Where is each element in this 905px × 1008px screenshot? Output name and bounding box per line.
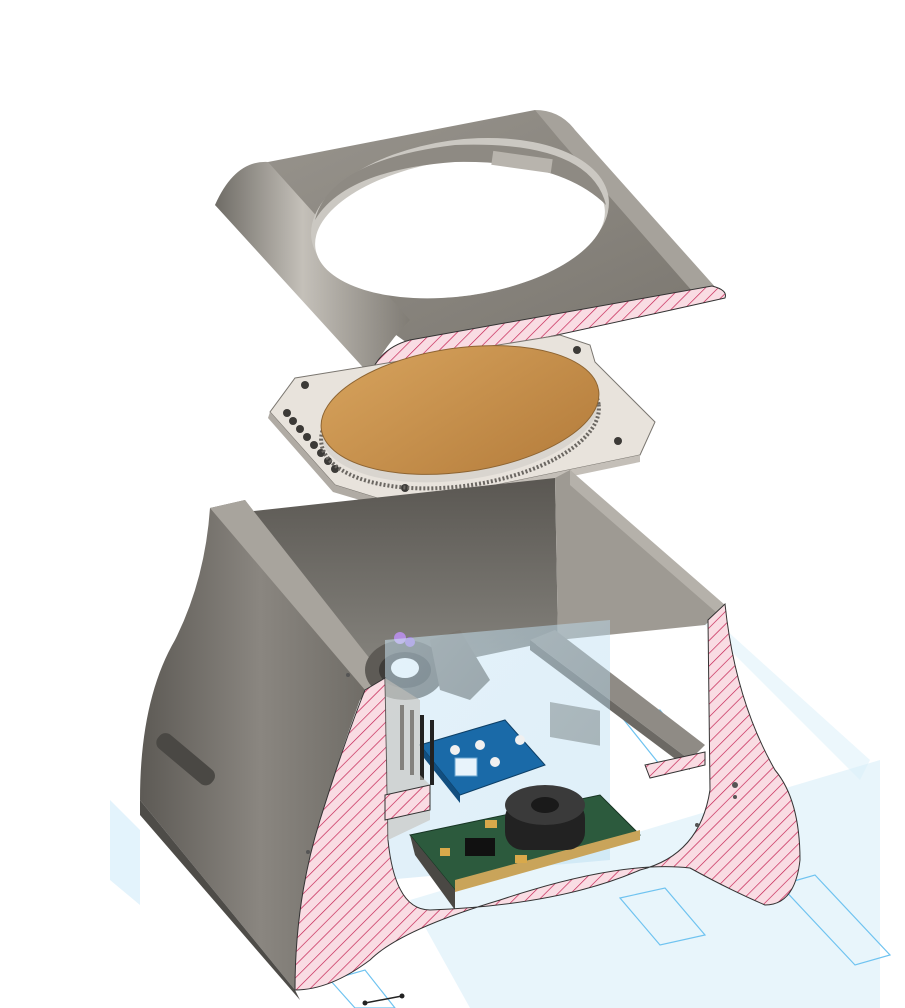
inductor xyxy=(505,785,585,850)
enclosure-body[interactable] xyxy=(140,470,725,1000)
top-bezel[interactable] xyxy=(215,110,726,376)
gold-disc[interactable] xyxy=(313,329,608,505)
main-pcb[interactable] xyxy=(409,785,641,910)
sketch-points xyxy=(306,673,738,854)
body-section xyxy=(294,602,801,991)
pin-holes xyxy=(283,346,622,492)
